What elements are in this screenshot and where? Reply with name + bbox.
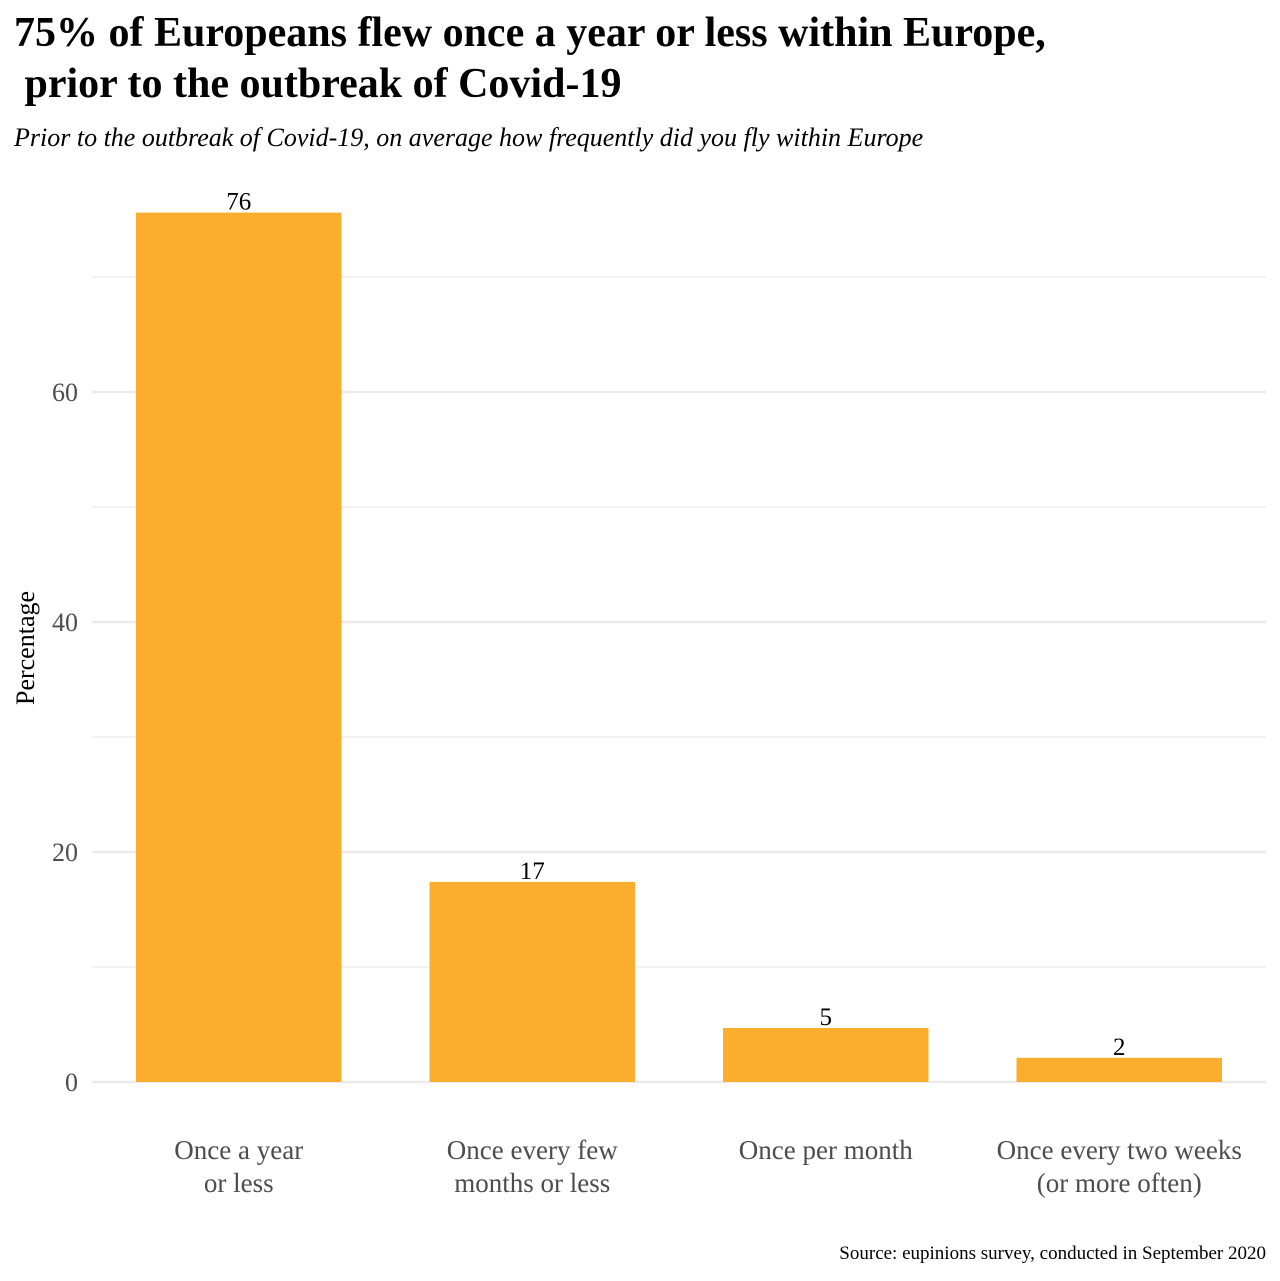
data-label-1: 17: [520, 858, 545, 885]
y-tick-label-1: 20: [52, 838, 78, 867]
x-tick-line: Once every two weeks: [997, 1135, 1242, 1165]
chart-subtitle: Prior to the outbreak of Covid-19, on av…: [14, 123, 924, 152]
data-label-0: 76: [226, 189, 251, 216]
data-label-3: 2: [1113, 1034, 1126, 1061]
x-tick-label-1: Once every few months or less: [447, 1135, 618, 1198]
x-tick-label-3: Once every two weeks (or more often): [997, 1135, 1242, 1198]
bar-2: [723, 1027, 929, 1082]
bar-1: [429, 881, 635, 1082]
x-tick-line: (or more often): [1037, 1168, 1202, 1198]
y-axis-ticks: 0 20 40 60: [52, 378, 78, 1097]
y-axis-label: Percentage: [11, 591, 40, 705]
chart-title: 75% of Europeans flew once a year or les…: [14, 10, 1046, 107]
bars: [136, 212, 1222, 1083]
source-caption: Source: eupinions survey, conducted in S…: [839, 1243, 1266, 1264]
x-tick-line: months or less: [454, 1168, 610, 1198]
y-tick-label-2: 40: [52, 608, 78, 637]
bar-3: [1016, 1057, 1222, 1082]
data-label-2: 5: [820, 1004, 833, 1031]
x-tick-line: or less: [204, 1168, 274, 1198]
bar-0: [136, 212, 342, 1083]
x-tick-line: Once a year: [174, 1135, 303, 1165]
data-labels: 76 17 5 2: [226, 189, 1125, 1061]
x-tick-label-2: Once per month: [739, 1135, 913, 1165]
y-tick-label-3: 60: [52, 378, 78, 407]
x-tick-line: Once per month: [739, 1135, 913, 1165]
y-tick-label-0: 0: [65, 1068, 78, 1097]
x-axis-ticks: Once a year or less Once every few months o…: [174, 1135, 1242, 1198]
x-tick-line: Once every few: [447, 1135, 618, 1165]
x-tick-label-0: Once a year or less: [174, 1135, 303, 1198]
